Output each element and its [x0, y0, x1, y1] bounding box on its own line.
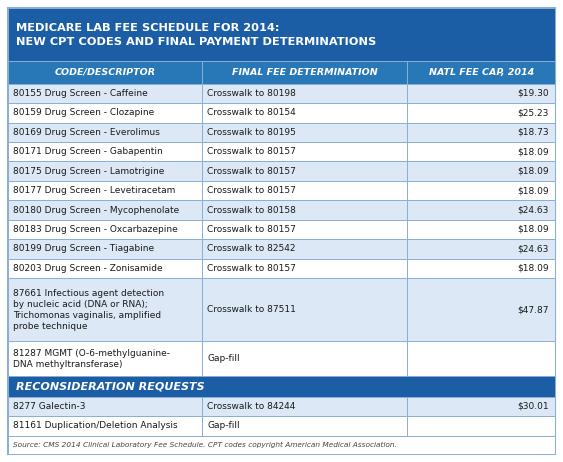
Bar: [407, 259, 555, 278]
Text: 80169 Drug Screen - Everolimus: 80169 Drug Screen - Everolimus: [13, 128, 160, 137]
Bar: [8, 220, 202, 239]
Bar: [8, 341, 202, 376]
Bar: [8, 8, 555, 61]
Text: $19.30: $19.30: [517, 89, 549, 98]
Bar: [202, 416, 407, 436]
Bar: [202, 239, 407, 259]
Text: $30.01: $30.01: [517, 402, 549, 411]
Text: 81161 Duplication/Deletion Analysis: 81161 Duplication/Deletion Analysis: [13, 421, 177, 431]
Bar: [407, 397, 555, 416]
Bar: [407, 416, 555, 436]
Bar: [8, 239, 202, 259]
Bar: [202, 278, 407, 341]
Bar: [8, 416, 202, 436]
Bar: [407, 220, 555, 239]
Text: Crosswalk to 84244: Crosswalk to 84244: [207, 402, 296, 411]
Text: $18.09: $18.09: [517, 167, 549, 176]
Text: 8277 Galectin-3: 8277 Galectin-3: [13, 402, 86, 411]
Bar: [407, 122, 555, 142]
Text: Source: CMS 2014 Clinical Laboratory Fee Schedule. CPT codes copyright American : Source: CMS 2014 Clinical Laboratory Fee…: [13, 442, 397, 448]
Text: 80171 Drug Screen - Gabapentin: 80171 Drug Screen - Gabapentin: [13, 147, 163, 156]
Text: Crosswalk to 80157: Crosswalk to 80157: [207, 147, 296, 156]
Text: MEDICARE LAB FEE SCHEDULE FOR 2014:
NEW CPT CODES AND FINAL PAYMENT DETERMINATIO: MEDICARE LAB FEE SCHEDULE FOR 2014: NEW …: [16, 23, 376, 47]
Bar: [8, 259, 202, 278]
Text: Crosswalk to 80158: Crosswalk to 80158: [207, 206, 296, 214]
Text: Gap-fill: Gap-fill: [207, 354, 240, 364]
Bar: [407, 61, 555, 84]
Text: $24.63: $24.63: [517, 244, 549, 253]
Text: Gap-fill: Gap-fill: [207, 421, 240, 431]
Bar: [407, 103, 555, 122]
Bar: [8, 278, 202, 341]
Text: 87661 Infectious agent detection
by nucleic acid (DNA or RNA);
Trichomonas vagin: 87661 Infectious agent detection by nucl…: [13, 289, 164, 331]
Bar: [202, 161, 407, 181]
Bar: [202, 259, 407, 278]
Text: Crosswalk to 80157: Crosswalk to 80157: [207, 186, 296, 195]
Bar: [8, 103, 202, 122]
Text: $18.09: $18.09: [517, 225, 549, 234]
Bar: [407, 201, 555, 220]
Bar: [8, 376, 555, 397]
Text: 80177 Drug Screen - Levetiracetam: 80177 Drug Screen - Levetiracetam: [13, 186, 176, 195]
Text: Crosswalk to 80198: Crosswalk to 80198: [207, 89, 296, 98]
Text: 80159 Drug Screen - Clozapine: 80159 Drug Screen - Clozapine: [13, 109, 154, 117]
Bar: [202, 181, 407, 201]
Bar: [407, 341, 555, 376]
Bar: [8, 61, 202, 84]
Text: $18.73: $18.73: [517, 128, 549, 137]
Text: Crosswalk to 87511: Crosswalk to 87511: [207, 305, 296, 314]
Text: 81287 MGMT (O-6-methylguanine-
DNA methyltransferase): 81287 MGMT (O-6-methylguanine- DNA methy…: [13, 349, 170, 369]
Bar: [407, 239, 555, 259]
Bar: [8, 436, 555, 454]
Bar: [202, 142, 407, 161]
Bar: [8, 397, 202, 416]
Bar: [8, 142, 202, 161]
Bar: [8, 161, 202, 181]
Bar: [407, 142, 555, 161]
Bar: [202, 61, 407, 84]
Bar: [202, 201, 407, 220]
Bar: [407, 161, 555, 181]
Bar: [8, 84, 202, 103]
Bar: [8, 181, 202, 201]
Text: $24.63: $24.63: [517, 206, 549, 214]
Text: $18.09: $18.09: [517, 147, 549, 156]
Text: NATL FEE CAP, 2014: NATL FEE CAP, 2014: [428, 68, 534, 77]
Text: Crosswalk to 80154: Crosswalk to 80154: [207, 109, 296, 117]
Text: Crosswalk to 80157: Crosswalk to 80157: [207, 264, 296, 273]
Text: Crosswalk to 82542: Crosswalk to 82542: [207, 244, 296, 253]
Text: $25.23: $25.23: [517, 109, 549, 117]
Text: 80175 Drug Screen - Lamotrigine: 80175 Drug Screen - Lamotrigine: [13, 167, 164, 176]
Bar: [202, 341, 407, 376]
Bar: [202, 103, 407, 122]
Bar: [8, 122, 202, 142]
Bar: [8, 201, 202, 220]
Text: 80199 Drug Screen - Tiagabine: 80199 Drug Screen - Tiagabine: [13, 244, 154, 253]
Bar: [202, 220, 407, 239]
Bar: [202, 122, 407, 142]
Bar: [407, 278, 555, 341]
Text: Crosswalk to 80195: Crosswalk to 80195: [207, 128, 296, 137]
Text: 80203 Drug Screen - Zonisamide: 80203 Drug Screen - Zonisamide: [13, 264, 163, 273]
Text: FINAL FEE DETERMINATION: FINAL FEE DETERMINATION: [232, 68, 378, 77]
Bar: [407, 84, 555, 103]
Bar: [407, 181, 555, 201]
Text: CODE/DESCRIPTOR: CODE/DESCRIPTOR: [55, 68, 155, 77]
Text: Crosswalk to 80157: Crosswalk to 80157: [207, 225, 296, 234]
Text: $18.09: $18.09: [517, 186, 549, 195]
Text: $18.09: $18.09: [517, 264, 549, 273]
Text: Crosswalk to 80157: Crosswalk to 80157: [207, 167, 296, 176]
Text: 80183 Drug Screen - Oxcarbazepine: 80183 Drug Screen - Oxcarbazepine: [13, 225, 178, 234]
Text: 80180 Drug Screen - Mycophenolate: 80180 Drug Screen - Mycophenolate: [13, 206, 179, 214]
Bar: [202, 84, 407, 103]
Bar: [202, 397, 407, 416]
Text: RECONSIDERATION REQUESTS: RECONSIDERATION REQUESTS: [16, 382, 204, 391]
Text: $47.87: $47.87: [517, 305, 549, 314]
Text: 80155 Drug Screen - Caffeine: 80155 Drug Screen - Caffeine: [13, 89, 148, 98]
